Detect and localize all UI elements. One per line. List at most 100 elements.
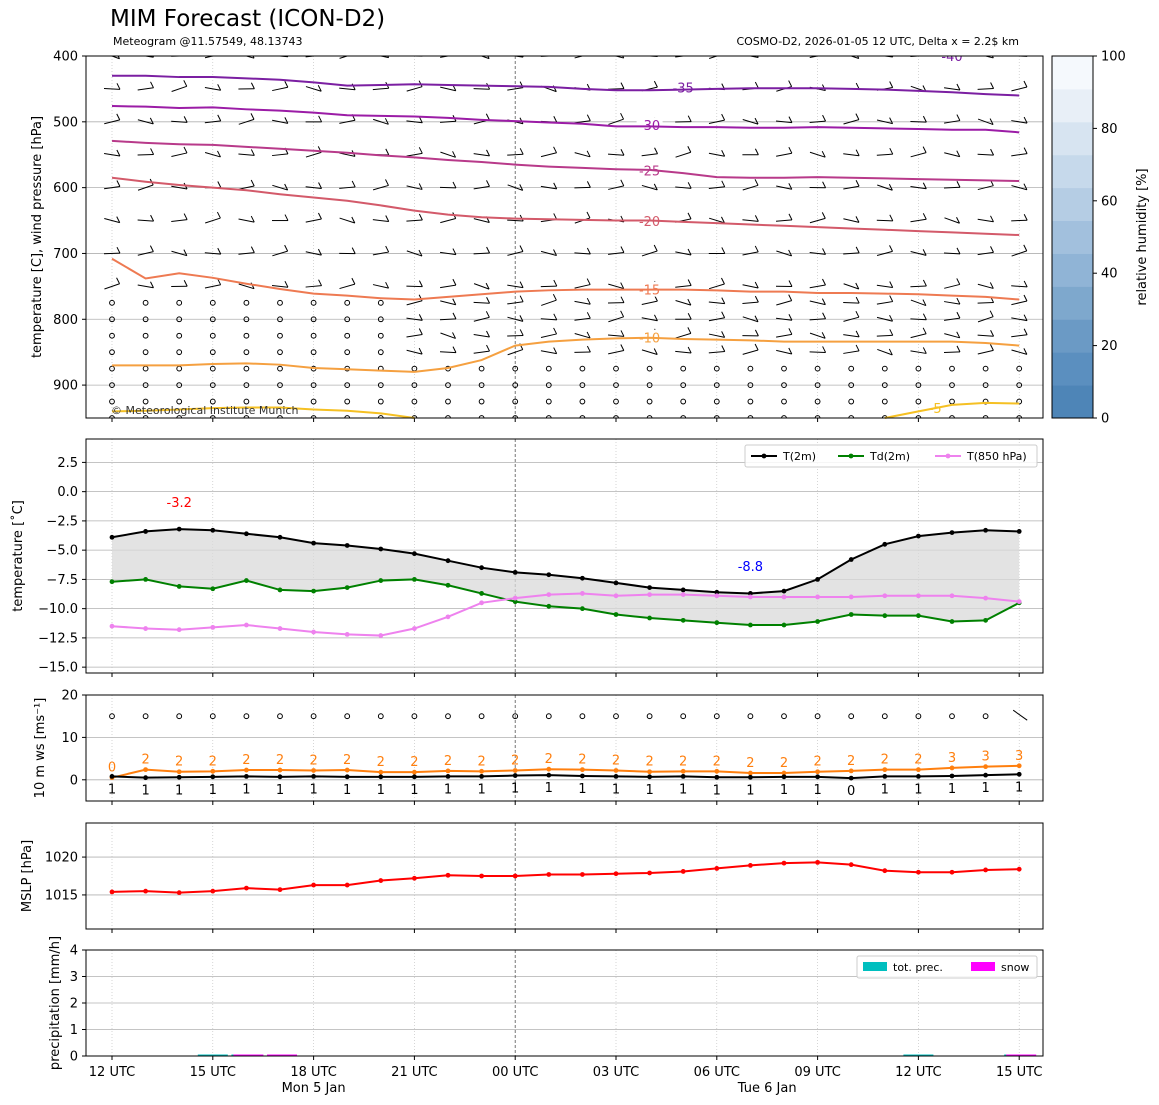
legend-marker-td2m (848, 453, 854, 459)
calm-wind-marker (310, 299, 317, 306)
calm-wind-marker (310, 713, 317, 720)
calm-wind-marker (579, 365, 586, 372)
max-temperature-label: -3.2 (167, 496, 192, 511)
calm-wind-marker (545, 382, 552, 388)
wind-barb-flag (1023, 314, 1028, 321)
wind-barb-flag (922, 313, 927, 320)
data-point-ws (412, 769, 417, 775)
calm-wind-marker (277, 349, 283, 356)
calm-wind-marker (613, 713, 619, 720)
wind-barb-flag (754, 315, 759, 322)
legend-label-t850: T(850 hPa) (966, 450, 1027, 463)
data-point-t850 (277, 626, 283, 631)
wind-barb (440, 332, 456, 339)
wind-barb (910, 152, 927, 158)
calm-wind-marker (109, 349, 115, 356)
wind-barb (876, 153, 893, 156)
data-point-td2m (445, 582, 451, 588)
wind-barb (809, 251, 826, 255)
wind-barb (574, 252, 591, 255)
wind-barb (1011, 334, 1028, 338)
legend-box (856, 955, 1038, 979)
wind-barb-flag (889, 81, 894, 88)
wind-value-label-wsmin: 1 (981, 781, 989, 796)
calm-wind-marker (243, 316, 250, 323)
data-point-wsmin (781, 774, 787, 780)
wind-value-label-ws: 2 (511, 753, 519, 768)
wind-barb (709, 56, 719, 59)
wind-barb-flag (418, 116, 423, 124)
isotherm-label: -15 (639, 284, 660, 299)
wind-barb (1011, 120, 1028, 124)
calm-wind-marker (209, 398, 216, 405)
wind-barb (339, 56, 349, 59)
wind-barb-flag (821, 298, 826, 305)
wind-barb (708, 333, 725, 338)
calm-wind-marker (915, 398, 922, 405)
wind-barb (910, 186, 927, 190)
data-point-t2m (143, 529, 149, 534)
data-point-mslp (344, 882, 350, 888)
wind-barb-flag (1023, 147, 1028, 154)
wind-barb (171, 219, 188, 223)
wind-value-label-ws: 2 (713, 754, 721, 769)
calm-wind-marker (411, 382, 418, 388)
data-point-td2m (277, 587, 283, 593)
wind-barb-flag (150, 148, 155, 155)
wind-value-label-ws: 2 (276, 753, 284, 768)
wind-barb-flag (184, 50, 187, 56)
calm-wind-marker (1016, 415, 1023, 418)
wind-barb (406, 349, 423, 355)
wind-barb-flag (284, 214, 289, 221)
wind-barb (339, 186, 356, 189)
calm-wind-marker (512, 365, 519, 372)
wind-barb (238, 283, 255, 290)
wind-value-label-ws: 2 (175, 755, 183, 770)
wind-barb (910, 333, 927, 339)
calm-wind-marker (243, 349, 250, 356)
wind-value-label-wsmin: 1 (511, 782, 519, 797)
wind-barb-flag (822, 346, 827, 353)
copyright-note: © Meteorological Institute Munich (111, 404, 298, 417)
data-point-wsmin (848, 775, 854, 781)
calm-wind-marker (377, 299, 384, 306)
data-point-t850 (546, 592, 552, 598)
wind-barb-flag (822, 248, 826, 255)
series-line-t2m (111, 528, 1020, 595)
data-point-ws (277, 767, 283, 773)
wind-barb (507, 334, 524, 337)
wind-value-label-wsmin: 1 (410, 783, 418, 798)
wind-barb-flag (554, 50, 557, 56)
data-point-td2m (916, 613, 921, 619)
wind-barb (708, 119, 725, 124)
calm-wind-marker (747, 382, 754, 388)
wind-barb (675, 251, 692, 256)
wind-value-label-wsmin: 1 (780, 783, 788, 798)
wind-barb-flag (721, 345, 726, 352)
wind-barb (675, 151, 691, 158)
wind-tick-label: 0 (70, 773, 78, 788)
wind-barb (305, 56, 319, 58)
wind-barb-flag (653, 244, 658, 252)
wind-barb (171, 250, 188, 257)
calm-wind-marker (512, 415, 519, 418)
wind-barb-flag (956, 247, 961, 255)
wind-barb-flag (587, 48, 590, 54)
wind-barb-flag (485, 282, 490, 290)
legend-marker-t2m (761, 453, 767, 459)
wind-barb-flag (620, 82, 625, 89)
wind-barb-flag (788, 249, 793, 257)
calm-wind-marker (142, 713, 149, 720)
x-tick-label: 21 UTC (391, 1065, 437, 1080)
wind-barb (641, 184, 658, 191)
wind-barb-flag (620, 344, 625, 351)
wind-barb (709, 283, 725, 290)
wind-barb (747, 56, 759, 59)
wind-barb (406, 219, 423, 222)
wind-barb-flag (889, 117, 894, 124)
calm-wind-marker (680, 713, 687, 720)
wind-barb (372, 184, 389, 191)
wind-barb-flag (989, 282, 994, 289)
wind-barb-flag (822, 278, 826, 286)
data-point-td2m (109, 579, 115, 585)
